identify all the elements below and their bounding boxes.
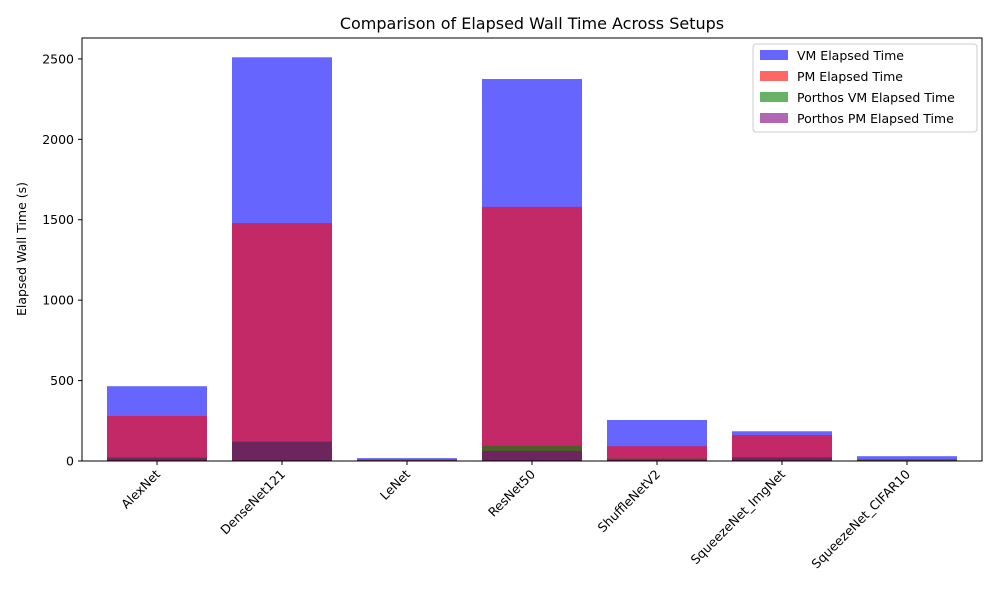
legend-item: Porthos PM Elapsed Time [760, 111, 954, 126]
legend-swatch [760, 92, 788, 102]
y-axis-label: Elapsed Wall Time (s) [14, 182, 29, 316]
y-tick-label: 500 [50, 373, 74, 388]
bar-squeezenet_imgnet-series-3 [732, 457, 832, 461]
series-1 [107, 206, 957, 461]
x-tick-label: AlexNet [118, 466, 163, 511]
bar-densenet121-series-3 [232, 441, 332, 461]
legend-label: VM Elapsed Time [797, 48, 904, 63]
bar-squeezenet_imgnet-series-1 [732, 434, 832, 461]
y-tick-label: 1500 [42, 212, 74, 227]
x-tick-label: SqueezeNet_ImgNet [687, 466, 788, 567]
bar-lenet-series-1 [357, 459, 457, 461]
y-axis: 0 500 1000 1500 2000 2500 [42, 51, 82, 469]
bar-alexnet-series-1 [107, 415, 207, 461]
y-tick-label: 1000 [42, 293, 74, 308]
x-axis: AlexNet DenseNet121 LeNet ResNet50 ShuffleNe… [118, 461, 913, 571]
legend-item: VM Elapsed Time [760, 48, 904, 63]
x-tick-label: DenseNet121 [217, 467, 288, 538]
legend-item: PM Elapsed Time [760, 69, 903, 84]
legend-label: Porthos PM Elapsed Time [797, 111, 954, 126]
x-tick-label: ShuffleNetV2 [595, 467, 664, 536]
legend: VM Elapsed Time PM Elapsed Time Porthos VM… [752, 43, 978, 133]
legend-label: PM Elapsed Time [797, 69, 903, 84]
legend-swatch [760, 71, 788, 81]
legend-label: Porthos VM Elapsed Time [797, 90, 955, 105]
legend-swatch [760, 50, 788, 60]
bar-shufflenetv2-series-1 [607, 446, 707, 461]
bar-shufflenetv2-series-3 [607, 459, 707, 461]
plot-frame [81, 37, 983, 462]
legend-item: Porthos VM Elapsed Time [760, 90, 955, 105]
bar-alexnet-series-3 [107, 458, 207, 461]
bar-resnet50-series-3 [482, 451, 582, 461]
bar-squeezenet_cifar10-series-0 [857, 456, 957, 461]
x-tick-label: SqueezeNet_CIFAR10 [808, 466, 913, 571]
y-tick-label: 2500 [42, 51, 74, 66]
x-tick-label: ResNet50 [485, 466, 538, 519]
legend-box [752, 43, 978, 133]
x-tick-label: LeNet [377, 466, 413, 502]
series-3 [107, 441, 957, 461]
bar-densenet121-series-1 [232, 222, 332, 461]
y-tick-label: 2000 [42, 132, 74, 147]
chart-title: Comparison of Elapsed Wall Time Across S… [340, 14, 724, 33]
y-tick-label: 0 [66, 454, 74, 469]
bars-layer [107, 57, 957, 461]
legend-swatch [760, 113, 788, 123]
bar-resnet50-series-1 [482, 206, 582, 461]
